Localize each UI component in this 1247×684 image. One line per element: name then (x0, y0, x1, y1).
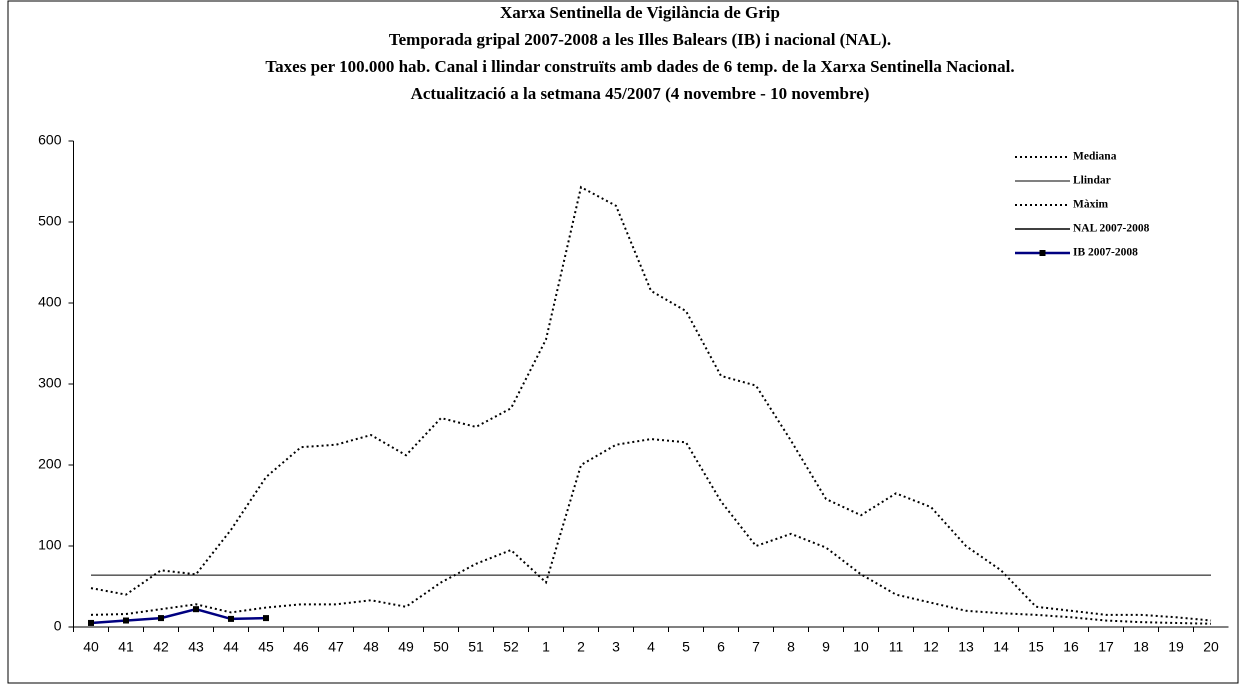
x-tick-label: 8 (787, 639, 795, 655)
x-tick-label: 45 (258, 639, 274, 655)
x-tick-label: 7 (752, 639, 760, 655)
legend-marker (1039, 250, 1046, 256)
legend-label: Màxim (1073, 199, 1109, 211)
chart-subtitle: Actualització a la setmana 45/2007 (4 no… (411, 84, 870, 103)
data-point (193, 606, 199, 613)
x-tick-label: 41 (118, 639, 134, 655)
x-tick-label: 5 (682, 639, 690, 655)
chart-title: Xarxa Sentinella de Vigilància de Grip (500, 3, 780, 22)
data-point (88, 619, 94, 626)
x-tick-label: 12 (923, 639, 939, 655)
y-tick-label: 500 (38, 213, 62, 229)
x-tick-label: 14 (993, 639, 1009, 655)
x-tick-label: 44 (223, 639, 239, 655)
legend-label: Mediana (1073, 151, 1117, 163)
x-tick-label: 43 (188, 639, 204, 655)
x-tick-label: 52 (503, 639, 519, 655)
data-point (263, 615, 269, 622)
x-tick-label: 40 (83, 639, 99, 655)
x-tick-label: 49 (398, 639, 414, 655)
chart-frame (7, 0, 1239, 684)
y-tick-label: 0 (54, 618, 62, 634)
x-tick-label: 48 (363, 639, 379, 655)
x-tick-label: 10 (853, 639, 869, 655)
chart-subtitle: Temporada gripal 2007-2008 a les Illes B… (389, 30, 891, 49)
x-tick-label: 16 (1063, 639, 1079, 655)
chart-subtitle: Taxes per 100.000 hab. Canal i llindar c… (265, 57, 1014, 76)
y-tick-label: 200 (38, 456, 62, 472)
y-tick-label: 600 (38, 132, 62, 148)
x-tick-label: 19 (1168, 639, 1184, 655)
x-tick-label: 18 (1133, 639, 1149, 655)
legend-label: NAL 2007-2008 (1073, 223, 1150, 235)
x-tick-label: 11 (889, 639, 904, 655)
x-tick-label: 47 (328, 639, 344, 655)
data-point (123, 617, 129, 624)
x-tick-label: 4 (647, 639, 655, 655)
legend-label: Llindar (1073, 175, 1111, 187)
x-tick-label: 20 (1203, 639, 1219, 655)
data-point (158, 615, 164, 622)
legend-label: IB 2007-2008 (1073, 247, 1138, 259)
x-tick-label: 3 (612, 639, 620, 655)
y-tick-label: 300 (38, 375, 62, 391)
x-tick-label: 1 (542, 639, 550, 655)
series-line (90, 607, 267, 625)
y-tick-label: 400 (38, 294, 62, 310)
x-tick-label: 50 (433, 639, 449, 655)
y-tick-label: 100 (38, 537, 62, 553)
x-tick-label: 15 (1028, 639, 1044, 655)
x-tick-label: 42 (153, 639, 169, 655)
x-tick-label: 46 (293, 639, 309, 655)
data-point (228, 615, 234, 622)
series-line (90, 438, 1212, 625)
x-tick-label: 13 (958, 639, 974, 655)
x-tick-label: 51 (468, 639, 484, 655)
x-tick-label: 6 (717, 639, 725, 655)
x-tick-label: 2 (577, 639, 585, 655)
x-tick-label: 17 (1098, 639, 1114, 655)
x-tick-label: 9 (822, 639, 830, 655)
